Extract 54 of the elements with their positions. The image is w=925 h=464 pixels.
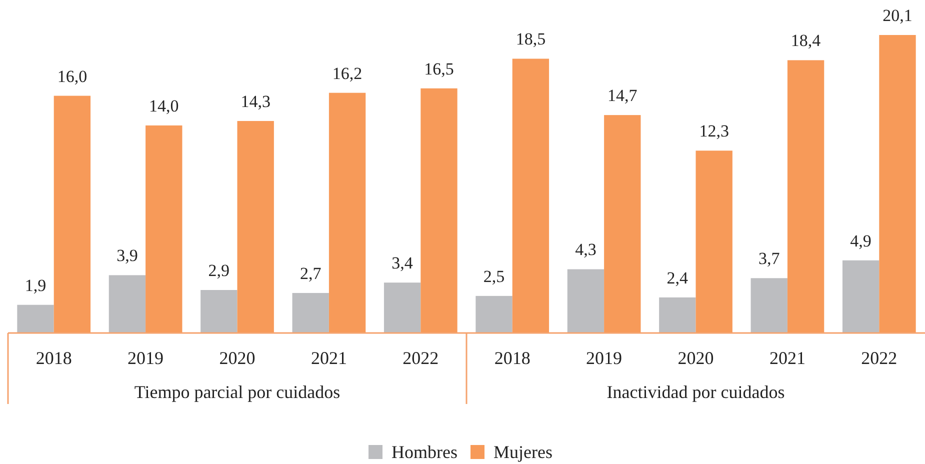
bar <box>696 150 732 333</box>
data-label: 18,4 <box>790 31 822 50</box>
data-label: 3,4 <box>392 254 414 273</box>
x-tick-label: 2018 <box>494 348 530 368</box>
data-label: 16,0 <box>57 66 88 86</box>
data-label: 14,0 <box>149 96 179 116</box>
bar <box>292 292 329 333</box>
data-label: 2,9 <box>208 261 230 280</box>
bar <box>512 58 550 333</box>
bar <box>146 125 182 333</box>
x-tick-label: 2019 <box>128 348 164 368</box>
bar <box>384 282 421 333</box>
data-label: 14,7 <box>608 86 638 106</box>
legend-label: Hombres <box>392 442 458 462</box>
x-tick-label: 2020 <box>678 348 714 368</box>
bar <box>787 60 824 333</box>
bar <box>567 269 604 333</box>
bar <box>476 296 512 333</box>
data-label: 2,4 <box>666 268 689 288</box>
x-tick-label: 2019 <box>586 348 622 368</box>
data-label: 4,9 <box>850 231 872 250</box>
bar <box>17 304 54 333</box>
x-tick-label: 2020 <box>219 348 256 368</box>
x-tick-label: 2022 <box>402 348 439 368</box>
x-tick-label: 2018 <box>36 348 72 368</box>
bar <box>659 297 696 333</box>
data-label: 2,5 <box>483 266 505 286</box>
x-tick-label: 2021 <box>769 348 806 368</box>
data-label: 3,9 <box>116 246 138 266</box>
bar <box>604 115 641 333</box>
data-label: 12,3 <box>699 122 729 141</box>
x-axis-title: Inactividad por cuidados <box>606 382 785 402</box>
x-axis-title: Tiempo parcial por cuidados <box>134 382 340 402</box>
data-label: 2,7 <box>300 264 322 283</box>
data-label: 14,3 <box>240 92 270 111</box>
data-label: 3,7 <box>758 249 780 268</box>
x-tick-label: 2022 <box>861 348 898 368</box>
bar <box>108 275 146 333</box>
data-label: 16,2 <box>332 64 362 83</box>
bar <box>879 35 916 333</box>
bar <box>200 290 238 333</box>
x-tick-label: 2021 <box>310 348 347 368</box>
data-label: 4,3 <box>575 240 596 260</box>
bar <box>420 88 458 333</box>
data-label: 20,1 <box>882 6 912 25</box>
data-label: 16,5 <box>424 59 454 78</box>
data-label: 1,9 <box>24 276 46 295</box>
bar <box>54 96 91 333</box>
bar <box>750 278 788 333</box>
data-label: 18,5 <box>516 30 546 49</box>
bar <box>237 120 274 333</box>
bar <box>328 92 366 333</box>
bar <box>842 260 880 333</box>
legend-label: Mujeres <box>494 442 552 462</box>
